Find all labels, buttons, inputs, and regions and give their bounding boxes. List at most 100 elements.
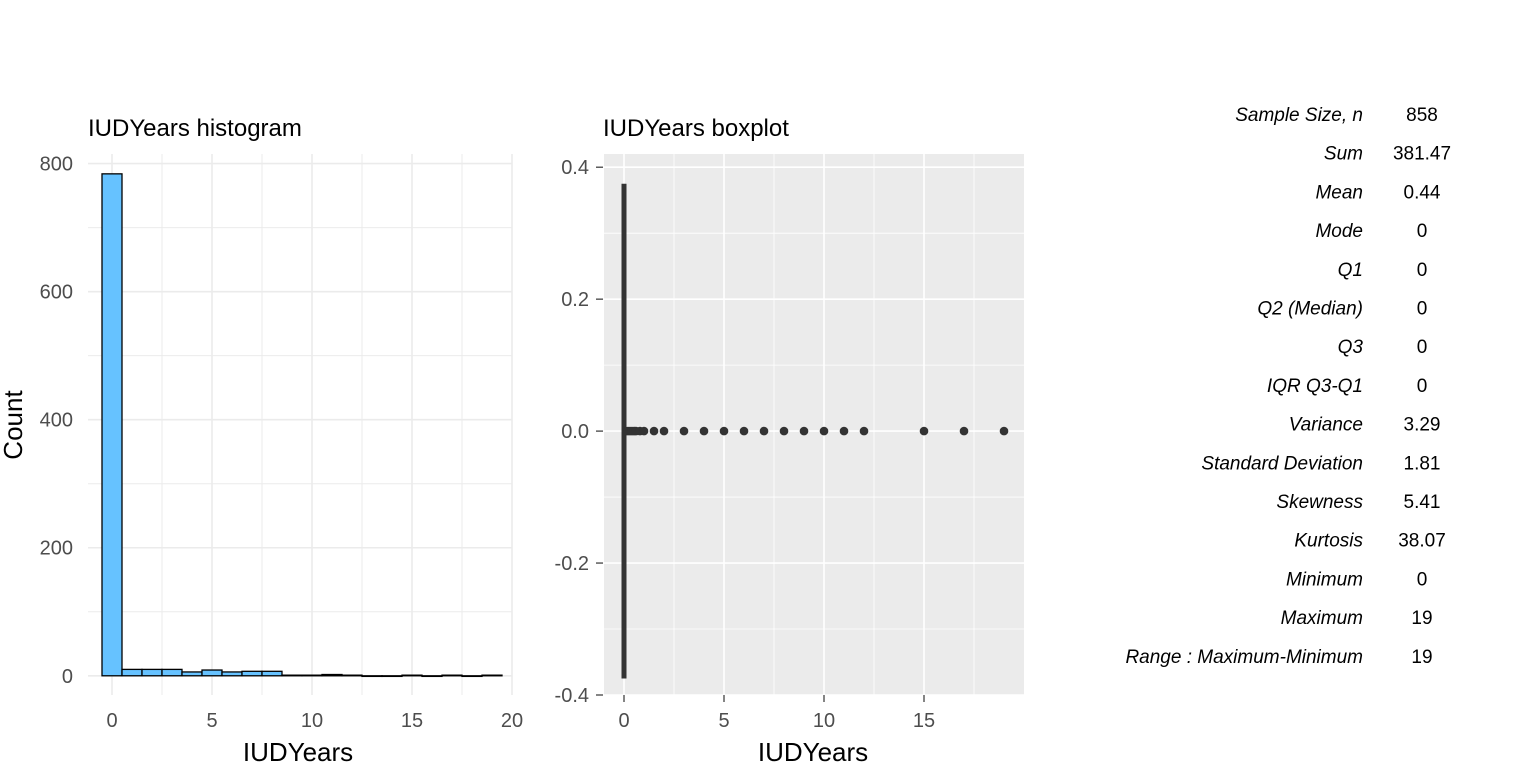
stats-value: 0 xyxy=(1417,337,1428,358)
histogram-bar xyxy=(221,671,243,677)
stats-value: 381.47 xyxy=(1393,144,1451,165)
stats-row: Minimum 0 xyxy=(1286,569,1427,590)
boxplot-outliers xyxy=(621,426,1009,436)
boxplot-outlier-point xyxy=(819,426,829,436)
stats-label: Variance xyxy=(1289,415,1363,436)
boxplot-outlier-point xyxy=(639,426,649,436)
stats-value: 3.29 xyxy=(1404,415,1441,436)
histogram-y-tick-label: 800 xyxy=(40,154,73,176)
stats-label: Sum xyxy=(1324,144,1363,165)
stats-value: 38.07 xyxy=(1398,531,1446,552)
stats-row: Mean 0.44 xyxy=(1315,182,1440,203)
stats-value: 5.41 xyxy=(1404,492,1441,513)
boxplot-gridlines xyxy=(604,154,1024,696)
boxplot-outlier-point xyxy=(959,426,969,436)
stats-row: Range : Maximum-Minimum 19 xyxy=(1125,647,1432,668)
histogram-x-tick-label: 0 xyxy=(106,710,117,732)
stats-value: 19 xyxy=(1411,608,1432,629)
stats-row: Skewness 5.41 xyxy=(1276,492,1440,513)
boxplot-y-tick-label: -0.4 xyxy=(555,685,589,707)
histogram-y-tick-label: 0 xyxy=(62,666,73,688)
stats-label: Range : Maximum-Minimum xyxy=(1125,647,1363,668)
histogram-bar xyxy=(341,674,363,677)
stats-value: 1.81 xyxy=(1404,453,1441,474)
stats-row: Maximum 19 xyxy=(1281,608,1433,629)
stats-label: Standard Deviation xyxy=(1201,453,1363,474)
stats-label: Q3 xyxy=(1338,337,1364,358)
boxplot-x-ticks: 0 5 10 15 xyxy=(618,695,935,732)
boxplot-outlier-point xyxy=(799,426,809,436)
histogram-chart: IUDYears histogram 0 200 400 600 800 0 5 10 15 2… xyxy=(0,115,523,767)
stats-row: Q1 0 xyxy=(1338,260,1428,281)
stats-label: Minimum xyxy=(1286,569,1363,590)
boxplot-outlier-point xyxy=(659,426,669,436)
stats-row: Q2 (Median) 0 xyxy=(1257,299,1427,320)
stats-row: Standard Deviation 1.81 xyxy=(1201,453,1440,474)
histogram-bars xyxy=(101,173,503,678)
histogram-bar xyxy=(401,674,423,677)
stats-label: Mode xyxy=(1315,221,1363,242)
stats-row: Sample Size, n 858 xyxy=(1235,105,1438,126)
histogram-bar xyxy=(461,675,483,678)
boxplot-outlier-point xyxy=(739,426,749,436)
histogram-x-tick-label: 10 xyxy=(301,710,323,732)
histogram-bar xyxy=(101,173,123,677)
histogram-bar xyxy=(181,671,203,677)
boxplot-title: IUDYears boxplot xyxy=(603,115,789,142)
histogram-x-tick-label: 5 xyxy=(206,710,217,732)
histogram-bar xyxy=(281,674,303,677)
histogram-bar xyxy=(201,669,223,677)
boxplot-x-tick-label: 0 xyxy=(618,710,629,732)
boxplot-outlier-point xyxy=(999,426,1009,436)
boxplot-outlier-point xyxy=(859,426,869,436)
stats-value: 0 xyxy=(1417,376,1428,397)
histogram-bar xyxy=(161,668,183,677)
stats-label: Q1 xyxy=(1338,260,1363,281)
histogram-bar xyxy=(481,674,503,677)
stats-label: Skewness xyxy=(1276,492,1363,513)
stats-label: Sample Size, n xyxy=(1235,105,1363,126)
stats-row: Variance 3.29 xyxy=(1289,415,1441,436)
histogram-gridlines xyxy=(88,154,513,695)
stats-row: Mode 0 xyxy=(1315,221,1427,242)
histogram-title: IUDYears histogram xyxy=(88,115,302,142)
histogram-bar xyxy=(361,675,383,678)
histogram-x-axis-label: IUDYears xyxy=(243,737,353,767)
stats-label: IQR Q3-Q1 xyxy=(1267,376,1363,397)
stats-row: Sum 381.47 xyxy=(1324,144,1451,165)
histogram-x-tick-label: 20 xyxy=(501,710,523,732)
histogram-bar xyxy=(261,670,283,677)
stats-value: 19 xyxy=(1411,647,1432,668)
stats-value: 0 xyxy=(1417,221,1428,242)
boxplot-outlier-point xyxy=(759,426,769,436)
boxplot-x-tick-label: 10 xyxy=(813,710,835,732)
histogram-bar xyxy=(141,668,163,677)
stats-value: 0 xyxy=(1417,569,1428,590)
boxplot-outlier-point xyxy=(919,426,929,436)
boxplot-x-axis-label: IUDYears xyxy=(758,737,868,767)
histogram-bar xyxy=(301,674,323,677)
stats-value: 0.44 xyxy=(1404,182,1441,203)
stats-row: Kurtosis 38.07 xyxy=(1294,531,1445,552)
histogram-y-axis-label: Count xyxy=(0,390,28,460)
boxplot-outlier-point xyxy=(779,426,789,436)
histogram-bar xyxy=(421,675,443,678)
stats-label: Maximum xyxy=(1281,608,1363,629)
histogram-x-ticks: 0 5 10 15 20 xyxy=(106,710,523,732)
boxplot-outlier-point xyxy=(699,426,709,436)
stats-label: Kurtosis xyxy=(1294,531,1363,552)
histogram-bar xyxy=(441,674,463,677)
boxplot-panel-background xyxy=(604,154,1024,695)
stats-label: Mean xyxy=(1315,182,1363,203)
histogram-y-tick-label: 600 xyxy=(40,282,73,304)
stats-value: 0 xyxy=(1417,260,1428,281)
stats-value: 858 xyxy=(1406,105,1438,126)
stats-row: IQR Q3-Q1 0 xyxy=(1267,376,1427,397)
histogram-y-ticks: 0 200 400 600 800 xyxy=(40,154,73,688)
stats-label: Q2 (Median) xyxy=(1257,299,1363,320)
boxplot-chart: IUDYears boxplot -0.4 -0.2 0.0 0.2 0.4 0 5 10 1… xyxy=(555,115,1024,767)
boxplot-outlier-point xyxy=(719,426,729,436)
histogram-bar xyxy=(121,668,143,677)
